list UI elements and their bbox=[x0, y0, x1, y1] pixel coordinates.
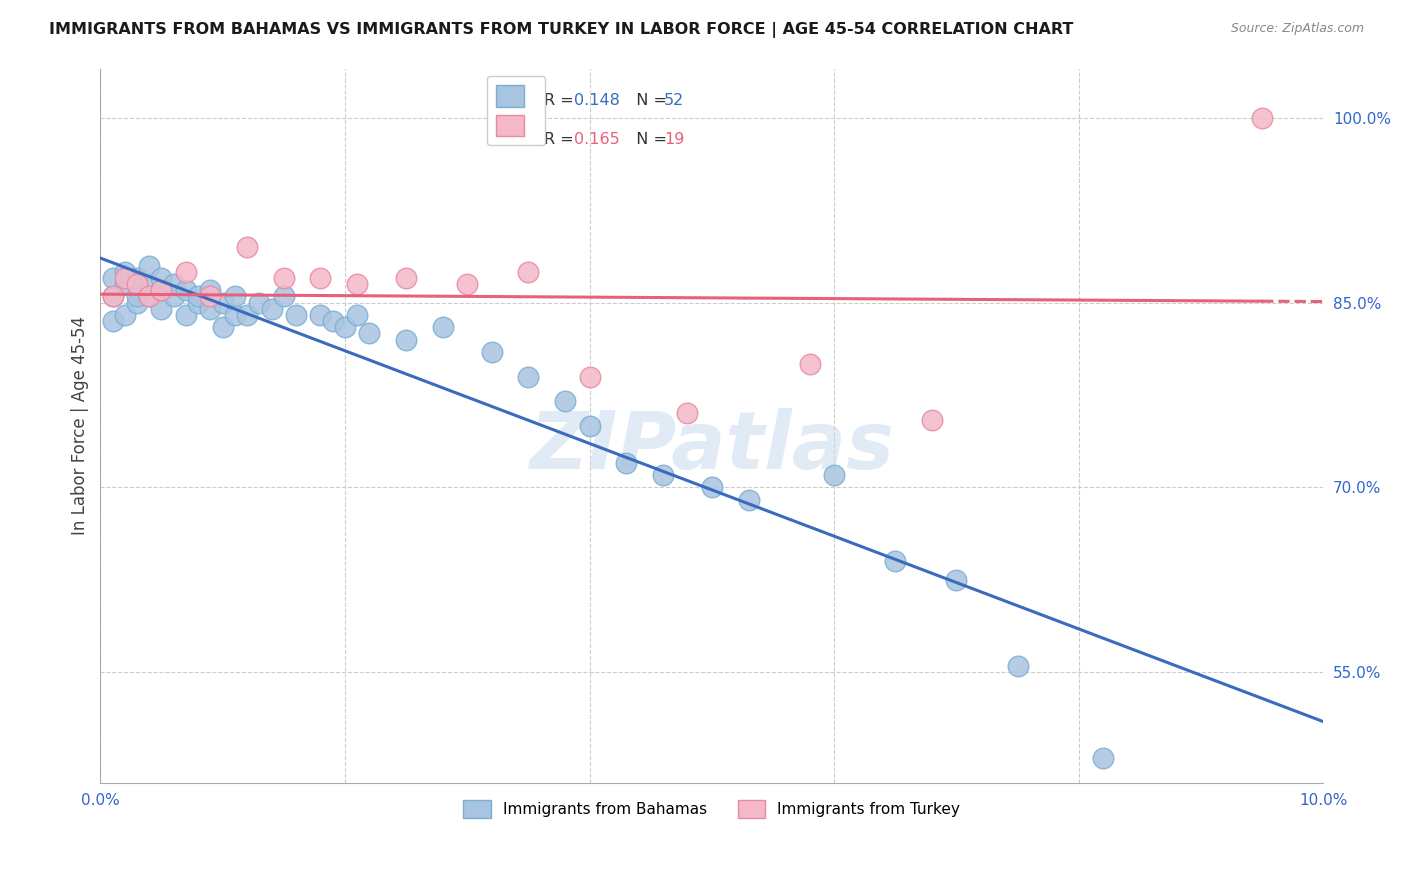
Point bbox=[395, 333, 418, 347]
Text: 0.165: 0.165 bbox=[574, 133, 620, 147]
Text: 52: 52 bbox=[664, 93, 685, 108]
Point bbox=[150, 271, 173, 285]
Point bbox=[651, 468, 673, 483]
Point bbox=[200, 301, 222, 316]
Point bbox=[273, 271, 295, 285]
Text: IMMIGRANTS FROM BAHAMAS VS IMMIGRANTS FROM TURKEY IN LABOR FORCE | AGE 45-54 COR: IMMIGRANTS FROM BAHAMAS VS IMMIGRANTS FR… bbox=[49, 22, 1074, 38]
Point bbox=[1251, 111, 1274, 125]
Point bbox=[125, 271, 148, 285]
Point bbox=[174, 265, 197, 279]
Point bbox=[138, 289, 160, 303]
Point bbox=[211, 320, 233, 334]
Text: 19: 19 bbox=[664, 133, 685, 147]
Text: Source: ZipAtlas.com: Source: ZipAtlas.com bbox=[1230, 22, 1364, 36]
Point bbox=[125, 289, 148, 303]
Point bbox=[101, 289, 124, 303]
Point bbox=[346, 308, 368, 322]
Point bbox=[114, 265, 136, 279]
Point bbox=[187, 295, 209, 310]
Point bbox=[395, 271, 418, 285]
Point bbox=[517, 369, 540, 384]
Point bbox=[517, 265, 540, 279]
Text: R =: R = bbox=[544, 93, 579, 108]
Point bbox=[273, 289, 295, 303]
Point bbox=[260, 301, 283, 316]
Point bbox=[700, 480, 723, 494]
Point bbox=[138, 259, 160, 273]
Point bbox=[101, 314, 124, 328]
Point bbox=[224, 289, 246, 303]
Point bbox=[125, 295, 148, 310]
Point bbox=[945, 573, 967, 587]
Point bbox=[432, 320, 454, 334]
Point bbox=[322, 314, 344, 328]
Point bbox=[359, 326, 381, 341]
Point bbox=[309, 271, 332, 285]
Point bbox=[737, 492, 759, 507]
Point bbox=[163, 277, 186, 292]
Point bbox=[456, 277, 478, 292]
Point bbox=[114, 277, 136, 292]
Point bbox=[163, 289, 186, 303]
Point bbox=[200, 283, 222, 297]
Point bbox=[578, 418, 600, 433]
Point bbox=[346, 277, 368, 292]
Point bbox=[114, 308, 136, 322]
Point bbox=[187, 289, 209, 303]
Point bbox=[150, 283, 173, 297]
Text: R =: R = bbox=[544, 133, 579, 147]
Point bbox=[578, 369, 600, 384]
Y-axis label: In Labor Force | Age 45-54: In Labor Force | Age 45-54 bbox=[72, 317, 89, 535]
Point bbox=[211, 295, 233, 310]
Point bbox=[236, 308, 259, 322]
Point bbox=[200, 289, 222, 303]
Point bbox=[333, 320, 356, 334]
Point bbox=[1092, 751, 1115, 765]
Point bbox=[150, 301, 173, 316]
Point bbox=[101, 289, 124, 303]
Point bbox=[138, 277, 160, 292]
Point bbox=[823, 468, 845, 483]
Point bbox=[799, 357, 821, 371]
Point bbox=[676, 407, 699, 421]
Text: N =: N = bbox=[626, 133, 672, 147]
Point bbox=[125, 277, 148, 292]
Point bbox=[247, 295, 270, 310]
Point bbox=[150, 283, 173, 297]
Point bbox=[236, 240, 259, 254]
Point bbox=[101, 271, 124, 285]
Point bbox=[921, 412, 943, 426]
Point bbox=[481, 344, 503, 359]
Point bbox=[138, 289, 160, 303]
Point bbox=[309, 308, 332, 322]
Point bbox=[285, 308, 308, 322]
Text: N =: N = bbox=[626, 93, 672, 108]
Point bbox=[1007, 659, 1029, 673]
Text: 0.148: 0.148 bbox=[574, 93, 620, 108]
Text: ZIPatlas: ZIPatlas bbox=[529, 409, 894, 486]
Point bbox=[884, 554, 907, 568]
Point bbox=[174, 283, 197, 297]
Point bbox=[554, 394, 576, 409]
Point bbox=[114, 271, 136, 285]
Point bbox=[174, 308, 197, 322]
Point bbox=[224, 308, 246, 322]
Point bbox=[614, 456, 637, 470]
Legend: Immigrants from Bahamas, Immigrants from Turkey: Immigrants from Bahamas, Immigrants from… bbox=[456, 792, 967, 825]
